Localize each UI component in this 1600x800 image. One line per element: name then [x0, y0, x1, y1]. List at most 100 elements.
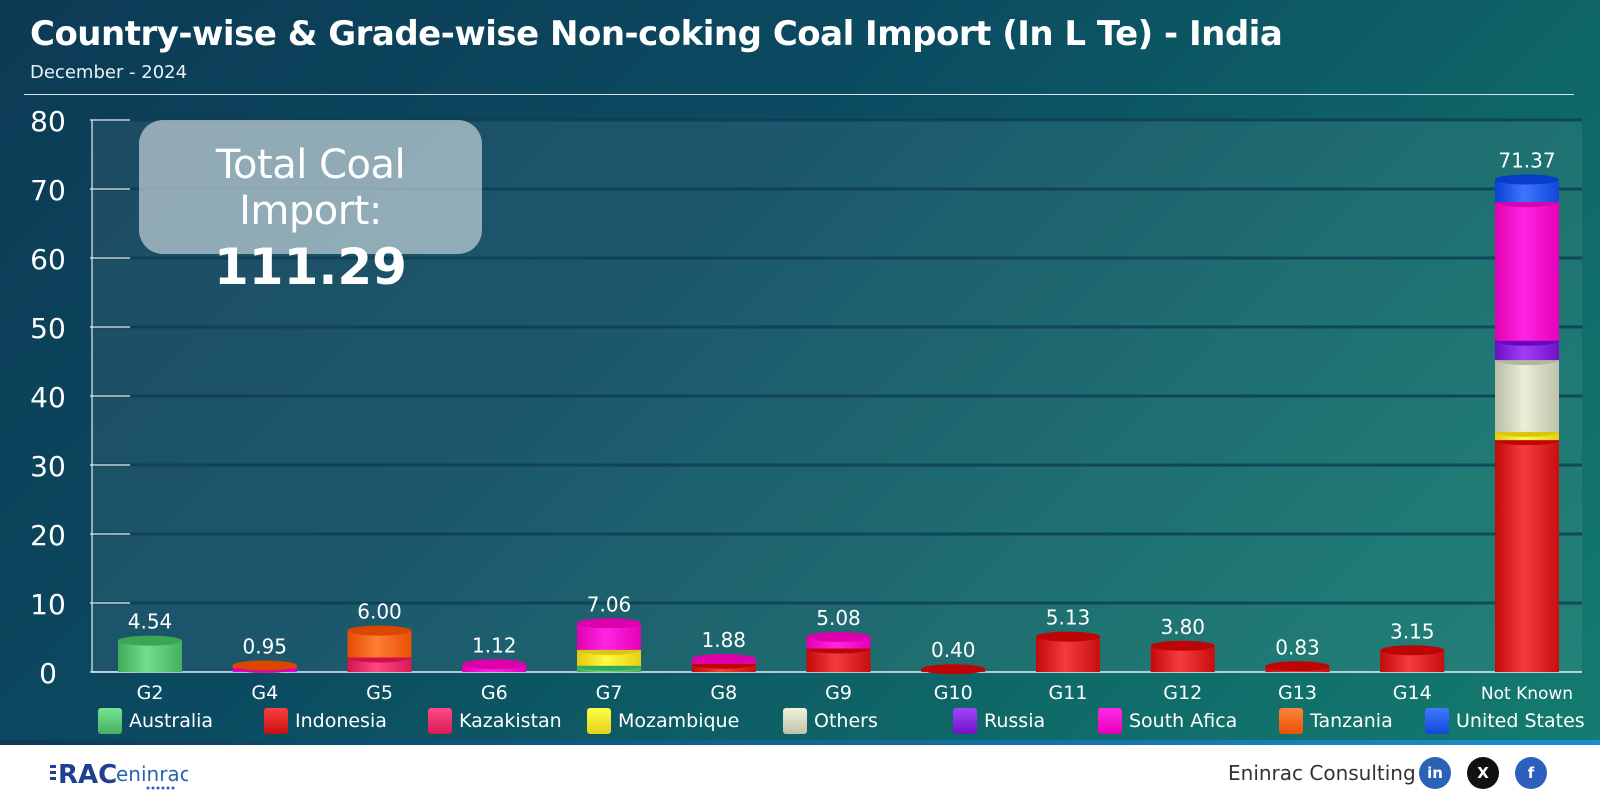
legend-item-indonesia: Indonesia — [264, 706, 387, 736]
facebook-icon[interactable]: f — [1515, 757, 1547, 789]
legend-item-russia: Russia — [953, 706, 1045, 736]
bar-segment-g11-indonesia-cap — [1036, 631, 1100, 642]
eninrac-logo: RAC eninrac — [50, 760, 188, 790]
legend-label: Australia — [129, 710, 214, 732]
total-import-label: Total Coal Import: — [215, 142, 406, 234]
legend-swatch — [98, 708, 122, 734]
x-tick-label: G7 — [596, 682, 623, 704]
y-tick-label: 70 — [30, 174, 66, 207]
data-label: 3.80 — [1160, 615, 1205, 639]
bar-segment-g8-south-afica-cap — [691, 654, 756, 665]
data-label: 7.06 — [587, 592, 632, 616]
y-tick-label: 0 — [39, 657, 57, 690]
y-tick-label: 40 — [30, 381, 66, 414]
y-tick-label: 20 — [30, 519, 66, 552]
bar-segment-g6-south-afica-cap — [462, 659, 527, 670]
bar-segment-g5-tanzania-cap — [347, 625, 412, 636]
legend-item-kazakistan: Kazakistan — [428, 706, 562, 736]
x-tick-label: G2 — [137, 682, 164, 704]
data-label: 4.54 — [128, 610, 173, 634]
x-tick-label: G4 — [251, 682, 278, 704]
data-label: 5.13 — [1046, 606, 1091, 630]
legend-swatch — [1098, 708, 1122, 734]
bar-segment-g11-indonesia — [1036, 636, 1100, 672]
bar-segment-g12-indonesia-cap — [1150, 640, 1215, 651]
svg-text:RAC: RAC — [58, 760, 117, 790]
legend-label: Tanzania — [1310, 710, 1393, 732]
chart-legend: Australia Indonesia Kazakistan Mozambique Ot… — [0, 706, 1600, 736]
legend-swatch — [587, 708, 611, 734]
y-tick-label: 30 — [30, 450, 66, 483]
legend-swatch — [1425, 708, 1449, 734]
data-label: 6.00 — [357, 600, 402, 624]
bar-segment-g2-australia — [118, 640, 182, 672]
y-tick-label: 10 — [30, 588, 66, 621]
bar-segment-g9-indonesia — [806, 648, 871, 672]
legend-item-south-afica: South Afica — [1098, 706, 1237, 736]
data-label: 71.37 — [1498, 149, 1555, 173]
legend-item-others: Others — [783, 706, 878, 736]
data-label: 5.08 — [816, 606, 861, 630]
bar-segment-not-known-south-afica — [1495, 202, 1559, 341]
legend-item-tanzania: Tanzania — [1279, 706, 1393, 736]
legend-label: South Afica — [1129, 710, 1238, 732]
bar-segment-g9-south-afica — [806, 636, 871, 649]
linkedin-icon[interactable]: in — [1419, 757, 1451, 789]
legend-item-mozambique: Mozambique — [587, 706, 739, 736]
total-import-value: 111.29 — [214, 238, 407, 296]
x-tick-label: G10 — [934, 682, 973, 704]
header-divider — [24, 94, 1574, 95]
x-tick-label: G8 — [710, 682, 737, 704]
legend-swatch — [783, 708, 807, 734]
bar-segment-g14-indonesia — [1380, 650, 1445, 672]
x-icon[interactable]: X — [1467, 757, 1499, 789]
bar-segment-not-known-united-states-cap — [1495, 174, 1559, 185]
bar-segment-not-known-russia — [1495, 340, 1559, 361]
x-tick-label: G6 — [481, 682, 508, 704]
bar-segment-g13-indonesia-cap — [1265, 661, 1330, 672]
x-tick-label: G12 — [1163, 682, 1202, 704]
legend-label: United States — [1456, 710, 1585, 732]
bar-segment-not-known-united-states — [1495, 179, 1559, 203]
data-label: 1.88 — [701, 628, 746, 652]
svg-text:eninrac: eninrac — [116, 762, 188, 786]
x-tick-label: G14 — [1393, 682, 1432, 704]
data-label: 3.15 — [1390, 619, 1435, 643]
legend-label: Russia — [984, 710, 1046, 732]
chart-subtitle: December - 2024 — [30, 62, 188, 83]
legend-swatch — [953, 708, 977, 734]
data-label: 0.95 — [242, 634, 287, 658]
data-label: 1.12 — [472, 633, 517, 657]
legend-swatch — [428, 708, 452, 734]
legend-label: Mozambique — [618, 710, 740, 732]
chart-title: Country-wise & Grade-wise Non-coking Coa… — [30, 14, 1283, 54]
data-label: 0.40 — [931, 638, 976, 662]
x-tick-label: G11 — [1049, 682, 1088, 704]
bar-segment-g7-south-afica-cap — [577, 618, 641, 629]
legend-item-australia: Australia — [98, 706, 213, 736]
footer-divider — [0, 740, 1600, 745]
bar-segment-g10-indonesia-cap — [921, 664, 986, 675]
x-tick-label: G9 — [825, 682, 852, 704]
total-import-box: Total Coal Import: 111.29 — [139, 120, 482, 296]
x-tick-label: G5 — [366, 682, 393, 704]
x-tick-label: Not Known — [1481, 684, 1573, 704]
legend-swatch — [1279, 708, 1303, 734]
legend-swatch — [264, 708, 288, 734]
chart-panel: Country-wise & Grade-wise Non-coking Coa… — [0, 0, 1600, 740]
footer: RAC eninrac Eninrac Consulting in X f — [0, 745, 1600, 800]
legend-label: Others — [814, 710, 878, 732]
x-tick-label: G13 — [1278, 682, 1317, 704]
bar-segment-not-known-indonesia — [1495, 440, 1559, 672]
data-label: 0.83 — [1275, 635, 1320, 659]
brand-name: Eninrac Consulting — [1228, 761, 1416, 785]
bar-segment-not-known-others — [1495, 360, 1559, 432]
legend-label: Indonesia — [295, 710, 387, 732]
legend-label: Kazakistan — [459, 710, 562, 732]
y-tick-label: 50 — [30, 312, 66, 345]
y-tick-label: 60 — [30, 243, 66, 276]
legend-item-united-states: United States — [1425, 706, 1585, 736]
bar-segment-g14-indonesia-cap — [1380, 645, 1445, 656]
y-tick-label: 80 — [30, 105, 66, 138]
bar-segment-g9-south-afica-cap — [806, 631, 871, 642]
